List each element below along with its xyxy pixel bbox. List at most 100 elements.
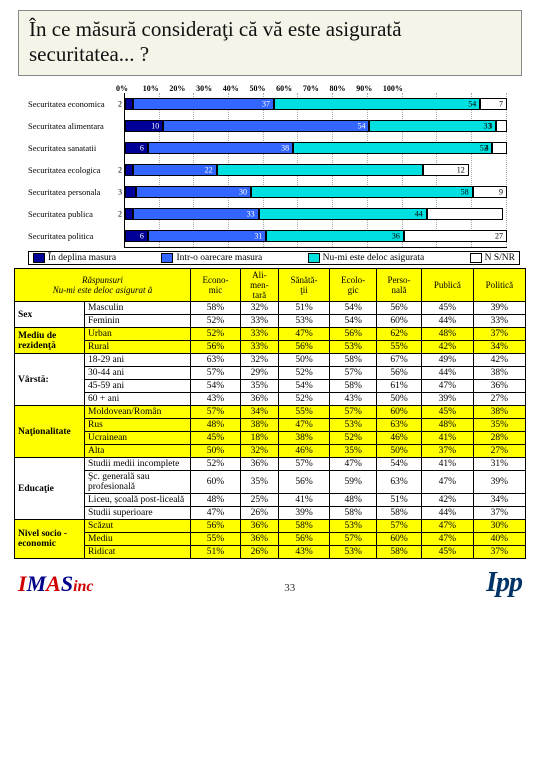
table-cell: 57% xyxy=(330,406,377,419)
table-cell: 32% xyxy=(240,445,278,458)
table-row-label: 30-44 ani xyxy=(85,367,191,380)
table-cell: 42% xyxy=(422,341,474,354)
table-cell: 39% xyxy=(473,302,525,315)
table-cell: 45% xyxy=(422,302,474,315)
bar-value-label: 54 xyxy=(357,122,365,131)
bar-segment: 7 xyxy=(480,98,507,110)
table-category: Sex xyxy=(15,302,85,328)
table-cell: 57% xyxy=(278,458,330,471)
table-row-label: Scăzut xyxy=(85,520,191,533)
bar-segment: 6 xyxy=(125,142,148,154)
ipp-logo: Ipp xyxy=(486,567,522,599)
bar-value-label: 6 xyxy=(140,144,144,153)
table-cell: 37% xyxy=(473,546,525,559)
bar-value-label: 30 xyxy=(239,188,247,197)
table-cell: 37% xyxy=(422,445,474,458)
bar-segment: 33 xyxy=(369,120,495,132)
bar-segment: 38 xyxy=(148,142,293,154)
table-cell: 42% xyxy=(422,494,474,507)
table-cell: 37% xyxy=(473,507,525,520)
table-cell: 43% xyxy=(330,393,377,406)
table-cell: 62% xyxy=(377,328,422,341)
bar-value-label: 31 xyxy=(254,232,262,241)
table-row: Rural56%33%56%53%55%42%34% xyxy=(15,341,526,354)
table-cell: 59% xyxy=(330,471,377,494)
table-row: Ucrainean45%18%38%52%46%41%28% xyxy=(15,432,526,445)
table-row: 30-44 ani57%29%52%57%56%44%38% xyxy=(15,367,526,380)
chart-row-label: Securitatea economica xyxy=(28,99,124,109)
table-cell: 32% xyxy=(240,354,278,367)
table-cell: 45% xyxy=(422,546,474,559)
table-cell: 47% xyxy=(278,419,330,432)
table-cell: 58% xyxy=(278,520,330,533)
table-col-header: Politică xyxy=(473,269,525,302)
bar-segment: 52 xyxy=(293,142,492,154)
table-cell: 54% xyxy=(278,380,330,393)
table-cell: 56% xyxy=(377,367,422,380)
table-row: 45-59 ani54%35%54%58%61%47%36% xyxy=(15,380,526,393)
table-cell: 45% xyxy=(191,432,241,445)
table-cell: 41% xyxy=(422,458,474,471)
bar-segment: 2 xyxy=(125,98,133,110)
table-cell: 36% xyxy=(473,380,525,393)
bar-segment: 3 xyxy=(125,186,136,198)
table-cell: 39% xyxy=(422,393,474,406)
table-cell: 54% xyxy=(377,458,422,471)
table-cell: 33% xyxy=(240,315,278,328)
table-cell: 56% xyxy=(377,302,422,315)
bar-segment: 3 xyxy=(496,120,507,132)
table-cell: 28% xyxy=(473,432,525,445)
table-cell: 48% xyxy=(191,494,241,507)
table-row-label: 60 + ani xyxy=(85,393,191,406)
table-cell: 60% xyxy=(377,406,422,419)
table-category: Mediu de rezidenţă xyxy=(15,328,85,354)
table-row: Liceu, școală post-liceală48%25%41%48%51… xyxy=(15,494,526,507)
table-cell: 67% xyxy=(377,354,422,367)
bar-value-label: 3 xyxy=(118,188,132,197)
table-category: Educaţie xyxy=(15,458,85,520)
table-cell: 47% xyxy=(422,380,474,393)
table-row: SexMasculin58%32%51%54%56%45%39% xyxy=(15,302,526,315)
table-row: 60 + ani43%36%52%43%50%39%27% xyxy=(15,393,526,406)
table-col-header: Sănătă-ţii xyxy=(278,269,330,302)
bar-value-label: 38 xyxy=(281,144,289,153)
table-cell: 44% xyxy=(422,315,474,328)
legend-label: Intr-o oarecare masura xyxy=(176,253,262,263)
table-row-label: Studii superioare xyxy=(85,507,191,520)
table-row-label: Rus xyxy=(85,419,191,432)
table-row: EducaţieStudii medii incomplete52%36%57%… xyxy=(15,458,526,471)
table-cell: 33% xyxy=(240,341,278,354)
chart-row-label: Securitatea ecologica xyxy=(28,165,124,175)
table-cell: 47% xyxy=(191,507,241,520)
legend-swatch xyxy=(470,253,482,263)
table-cell: 63% xyxy=(377,419,422,432)
table-cell: 57% xyxy=(377,520,422,533)
table-cell: 52% xyxy=(330,432,377,445)
table-cell: 53% xyxy=(330,341,377,354)
table-cell: 63% xyxy=(191,354,241,367)
table-row: Mediu55%36%56%57%60%47%40% xyxy=(15,533,526,546)
bar-value-label: 12 xyxy=(457,166,465,175)
table-cell: 48% xyxy=(330,494,377,507)
table-cell: 60% xyxy=(377,533,422,546)
table-cell: 36% xyxy=(240,458,278,471)
table-category: Vârstă: xyxy=(15,354,85,406)
table-cell: 39% xyxy=(473,471,525,494)
bar-value-label: 33 xyxy=(247,210,255,219)
table-col-header: Ecolo-gic xyxy=(330,269,377,302)
table-cell: 56% xyxy=(191,520,241,533)
page-title: În ce măsură consideraţi că vă este asig… xyxy=(29,17,402,66)
table-row-label: Feminin xyxy=(85,315,191,328)
table-cell: 57% xyxy=(330,367,377,380)
bar-value-label: 10 xyxy=(151,122,159,131)
bar-segment: 27 xyxy=(404,230,507,242)
bar-segment: 6 xyxy=(125,230,148,242)
table-cell: 50% xyxy=(278,354,330,367)
table-row: Şc. generală sau profesională60%35%56%59… xyxy=(15,471,526,494)
table-cell: 53% xyxy=(330,520,377,533)
table-cell: 27% xyxy=(473,445,525,458)
table-cell: 47% xyxy=(330,458,377,471)
table-cell: 32% xyxy=(240,302,278,315)
legend-item: Intr-o oarecare masura xyxy=(161,253,262,263)
table-row-label: Ridicat xyxy=(85,546,191,559)
